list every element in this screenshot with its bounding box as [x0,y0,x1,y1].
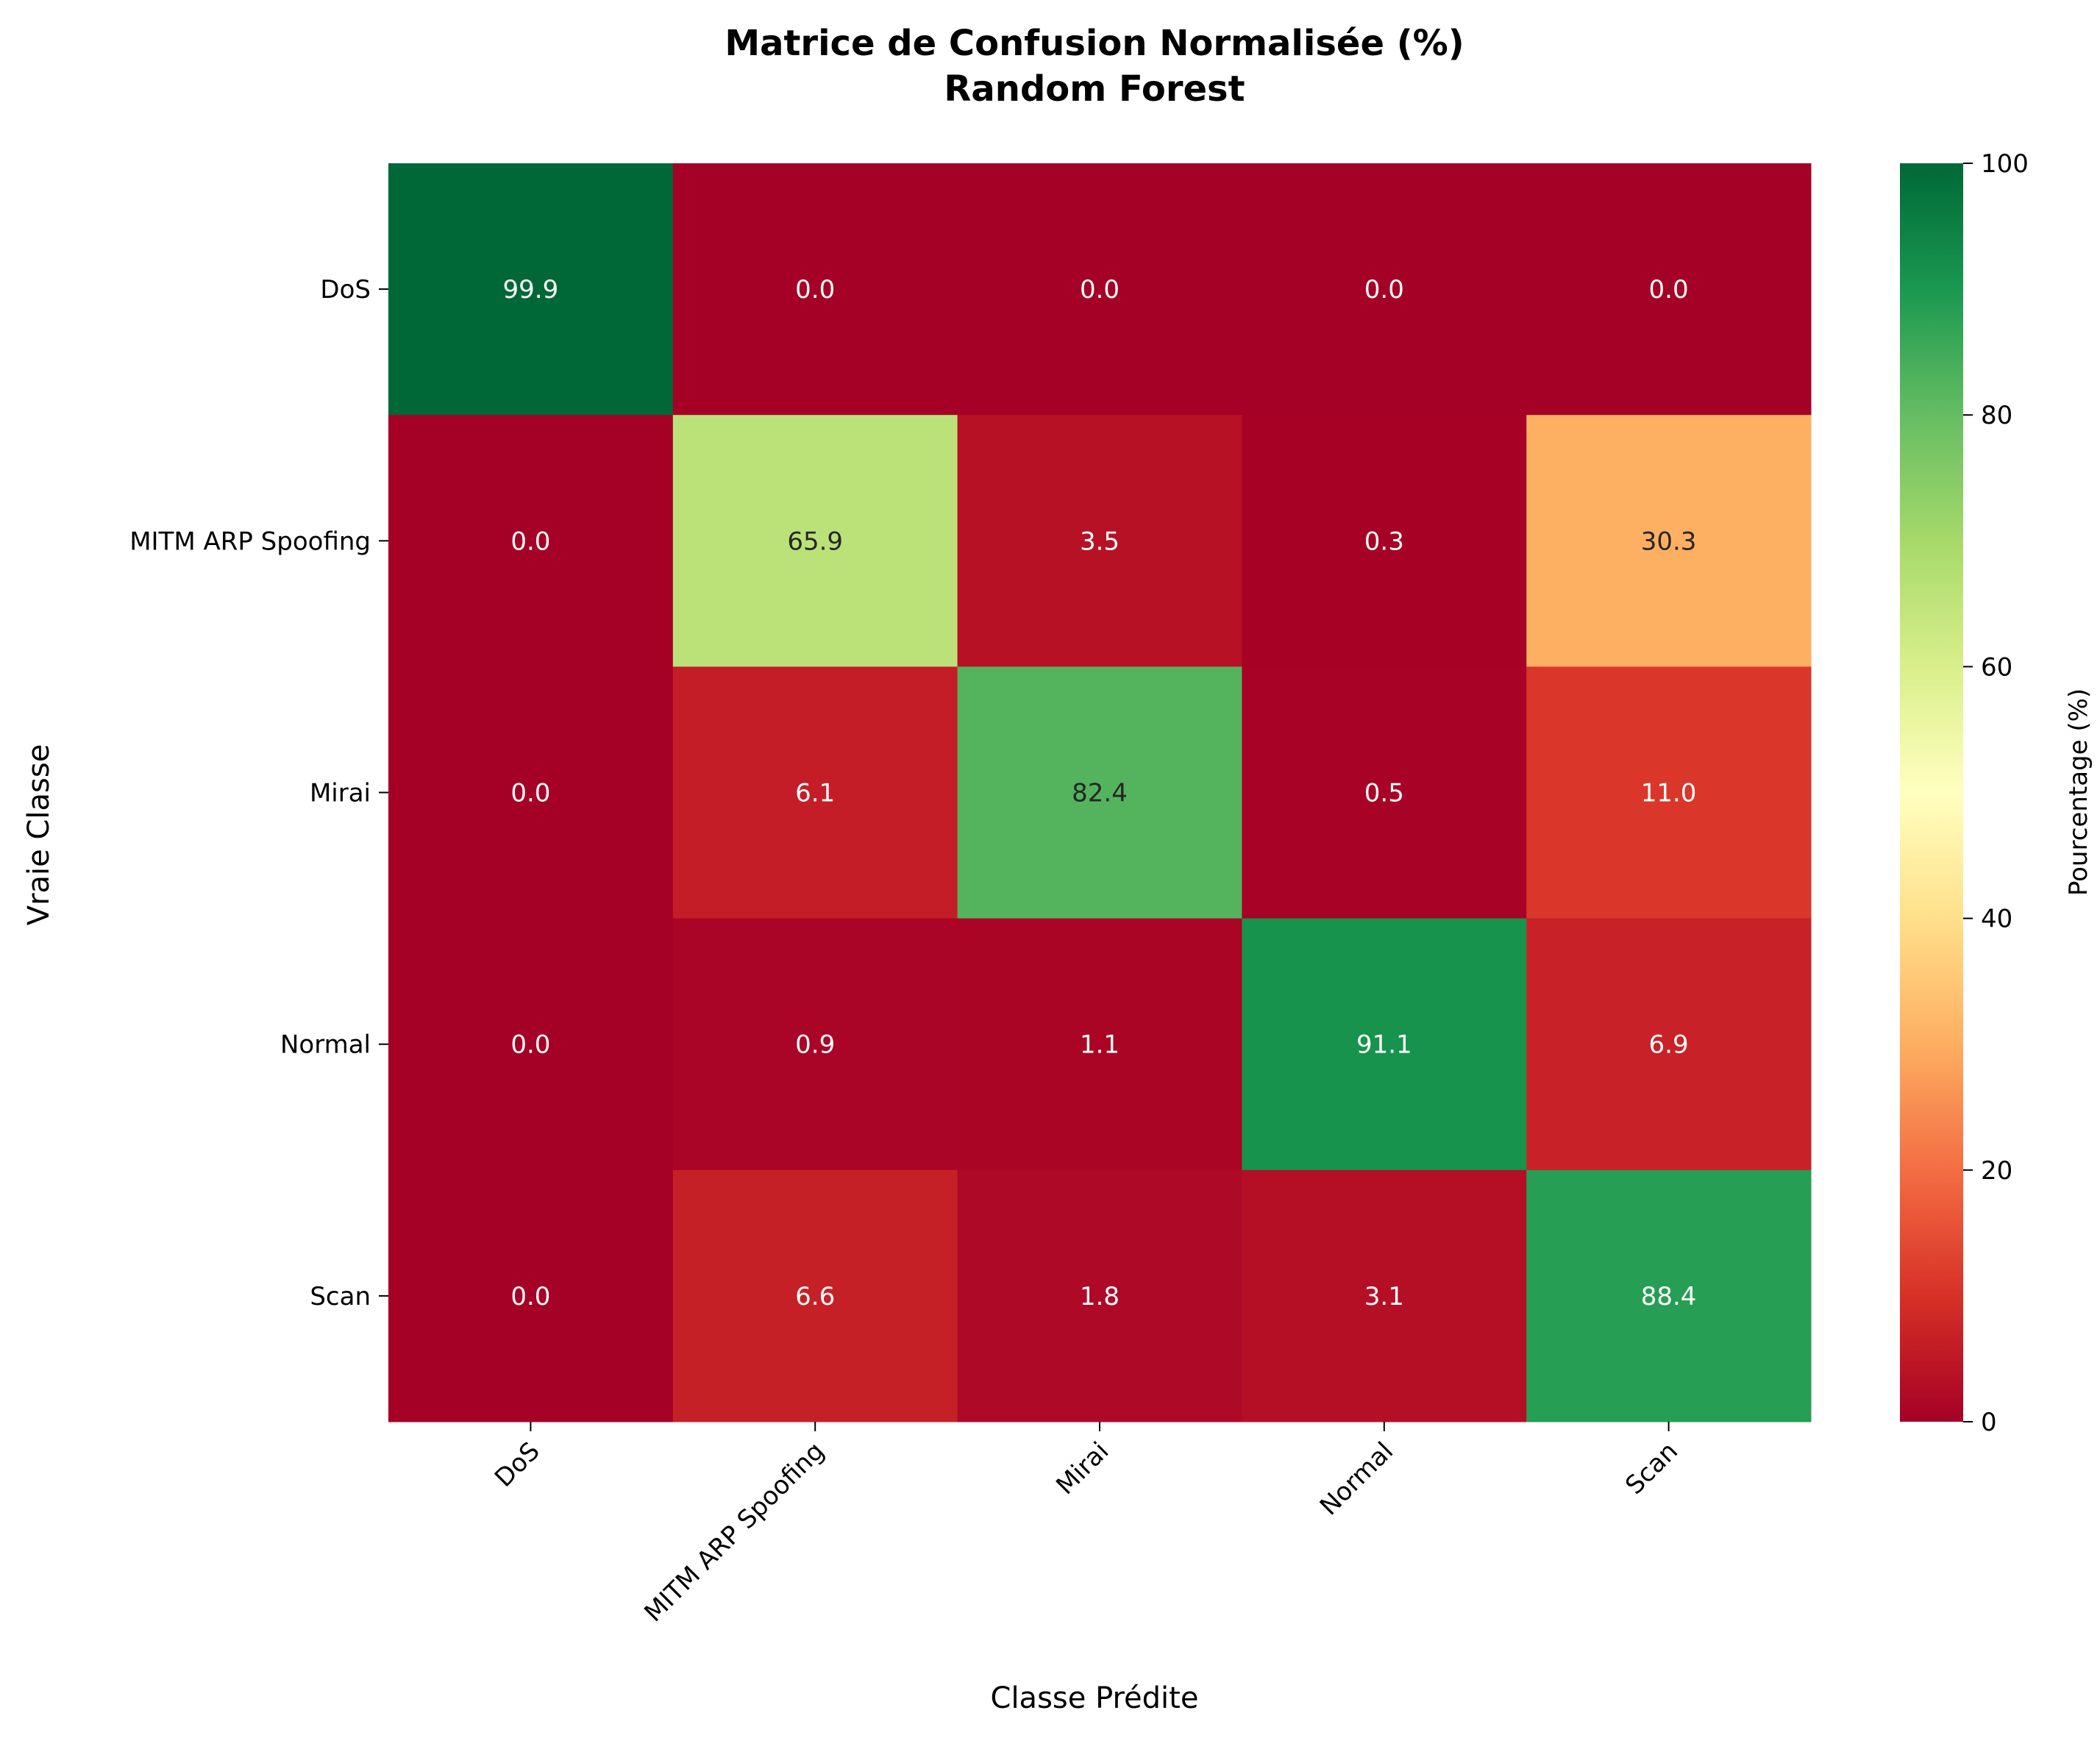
heatmap-cell [388,666,674,919]
heatmap-cell [1526,1169,1812,1422]
heatmap-cell [672,415,958,667]
cell-value-label: 0.0 [1364,275,1404,304]
colorbar-tick-label: 0 [1981,1408,1997,1437]
colorbar-ticks: 0 20 40 60 80 100 [1963,149,2029,1437]
y-axis-ticks: DoS MITM ARP Spoofing Mirai Normal Scan [129,275,388,1311]
y-tick-label: Normal [280,1030,371,1060]
cell-value-label: 82.4 [1072,779,1128,808]
heatmap-cell [1526,918,1812,1171]
heatmap-cell [1526,415,1812,667]
cell-value-label: 3.1 [1364,1282,1404,1311]
heatmap-cell [957,163,1242,416]
heatmap-cell [388,163,674,416]
heatmap-cell [1526,163,1812,416]
colorbar-gradient [1900,163,1963,1422]
x-tick-label: Scan [1620,1436,1684,1500]
cell-value-label: 1.1 [1080,1030,1120,1060]
colorbar-tick-label: 80 [1981,401,2012,430]
heatmap-cell [1242,163,1527,416]
cell-value-label: 0.0 [510,779,550,808]
cell-value-label: 0.9 [795,1030,835,1060]
cell-value-label: 88.4 [1641,1282,1697,1311]
heatmap-cell [672,918,958,1171]
cell-value-label: 0.0 [510,1282,550,1311]
cell-value-label: 0.0 [1649,275,1689,304]
heatmap-cell [1242,415,1527,667]
x-axis-ticks: DoS MITM ARP Spoofing Mirai Normal Scan [489,1422,1684,1628]
heatmap-grid: 99.9 0.0 0.0 0.0 0.0 0.0 65.9 3.5 0.3 30.3 0.0 6.1 8… [388,163,1812,1422]
cell-value-label: 65.9 [787,527,843,556]
cell-value-label: 1.8 [1080,1282,1120,1311]
x-tick-label: MITM ARP Spoofing [639,1436,830,1628]
cell-value-label: 0.0 [510,527,550,556]
heatmap-cell [672,666,958,919]
colorbar-label: Pourcentage (%) [2064,688,2093,896]
x-axis-label: Classe Prédite [991,1681,1199,1715]
colorbar-tick-label: 100 [1981,149,2029,179]
cell-value-label: 3.5 [1080,527,1120,556]
y-tick-label: Mirai [310,779,371,808]
cell-value-label: 0.3 [1364,527,1404,556]
heatmap-cell [1242,1169,1527,1422]
x-tick-label: DoS [489,1436,546,1493]
colorbar-tick-label: 20 [1981,1156,2012,1186]
y-axis-label: Vraie Classe [22,744,56,926]
heatmap-cell [1242,666,1527,919]
cell-value-label: 11.0 [1641,779,1697,808]
colorbar-tick-label: 40 [1981,905,2012,934]
y-tick-label: Scan [310,1282,371,1311]
heatmap-cell [957,415,1242,667]
x-tick-label: Normal [1314,1436,1399,1521]
chart-title-line-1: Matrice de Confusion Normalisée (%) [725,23,1464,64]
cell-value-label: 0.0 [795,275,835,304]
cell-value-label: 6.6 [795,1282,835,1311]
heatmap-cell [957,1169,1242,1422]
cell-value-label: 99.9 [503,275,559,304]
cell-value-label: 6.1 [795,779,835,808]
heatmap-cell [1242,918,1527,1171]
chart-title-line-2: Random Forest [944,68,1245,110]
cell-value-label: 0.5 [1364,779,1404,808]
cell-value-label: 91.1 [1356,1030,1412,1060]
heatmap-cell [672,163,958,416]
y-tick-label: MITM ARP Spoofing [129,527,371,556]
heatmap-cell [1526,666,1812,919]
x-tick-label: Mirai [1050,1436,1114,1500]
colorbar-tick-label: 60 [1981,652,2012,682]
heatmap-cell [672,1169,958,1422]
heatmap-cell [957,666,1242,919]
heatmap-cell [388,415,674,667]
cell-value-label: 30.3 [1641,527,1697,556]
heatmap-cell [957,918,1242,1171]
y-tick-label: DoS [320,275,371,304]
colorbar: 0 20 40 60 80 100 Pourcentage (%) [1900,149,2093,1437]
cell-value-label: 6.9 [1649,1030,1689,1060]
heatmap-cell [388,918,674,1171]
cell-value-label: 0.0 [1080,275,1120,304]
cell-value-label: 0.0 [510,1030,550,1060]
heatmap-cell [388,1169,674,1422]
